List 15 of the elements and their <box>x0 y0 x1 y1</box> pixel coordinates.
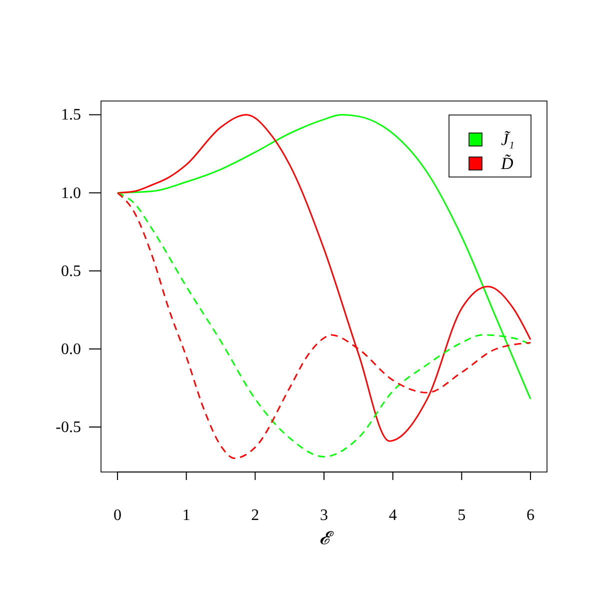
x-tick-label: 4 <box>388 507 397 524</box>
x-tick-label: 2 <box>251 507 260 524</box>
legend-label: D̃ <box>500 154 514 173</box>
x-tick-label: 6 <box>526 507 534 524</box>
y-tick-label: -0.5 <box>56 419 81 436</box>
x-tick-label: 0 <box>114 507 122 524</box>
y-tick-label: 1.5 <box>61 106 81 124</box>
y-tick-label: 1.0 <box>61 184 81 202</box>
y-tick-label: 0.0 <box>61 340 81 358</box>
x-tick-label: 5 <box>458 507 466 524</box>
x-tick-label: 1 <box>182 507 190 524</box>
x-axis-title: 𝓔 <box>319 528 334 548</box>
x-tick-label: 3 <box>320 507 328 524</box>
legend-label: J̃₁ <box>501 130 514 149</box>
y-tick-label: 0.5 <box>61 262 81 280</box>
